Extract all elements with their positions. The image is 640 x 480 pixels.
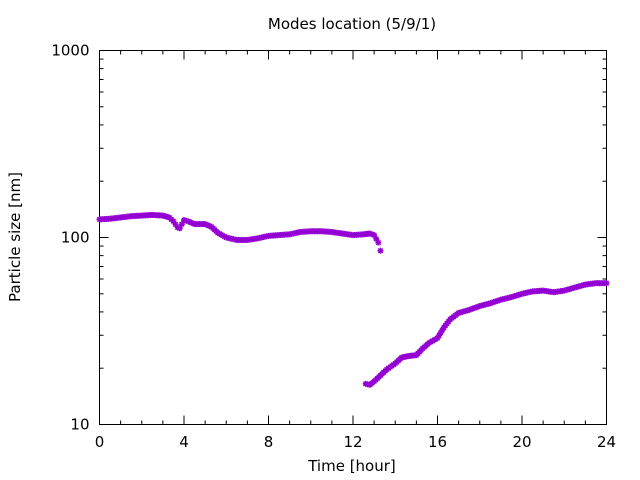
x-tick-label: 0: [95, 433, 105, 451]
y-tick-labels: 10 100 1000: [51, 42, 89, 434]
x-tick-label: 8: [264, 433, 274, 451]
y-axis-label: Particle size [nm]: [6, 172, 24, 302]
x-tick-label: 12: [343, 433, 362, 451]
x-tick-label: 24: [597, 433, 616, 451]
x-tick-label: 20: [512, 433, 531, 451]
chart-title: Modes location (5/9/1): [268, 15, 436, 33]
data-point: [603, 280, 610, 287]
x-tick-label: 4: [179, 433, 189, 451]
data-point: [375, 239, 382, 246]
x-tick-labels: 0 4 8 12 16 20 24: [95, 433, 616, 451]
data-points: [96, 211, 610, 388]
x-axis-label: Time [hour]: [307, 457, 396, 475]
y-tick-label: 100: [61, 229, 90, 247]
x-tick-label: 16: [428, 433, 447, 451]
y-tick-label: 1000: [51, 42, 89, 60]
axis-ticks: [99, 50, 607, 425]
y-tick-label: 10: [70, 416, 89, 434]
data-point: [377, 247, 384, 254]
